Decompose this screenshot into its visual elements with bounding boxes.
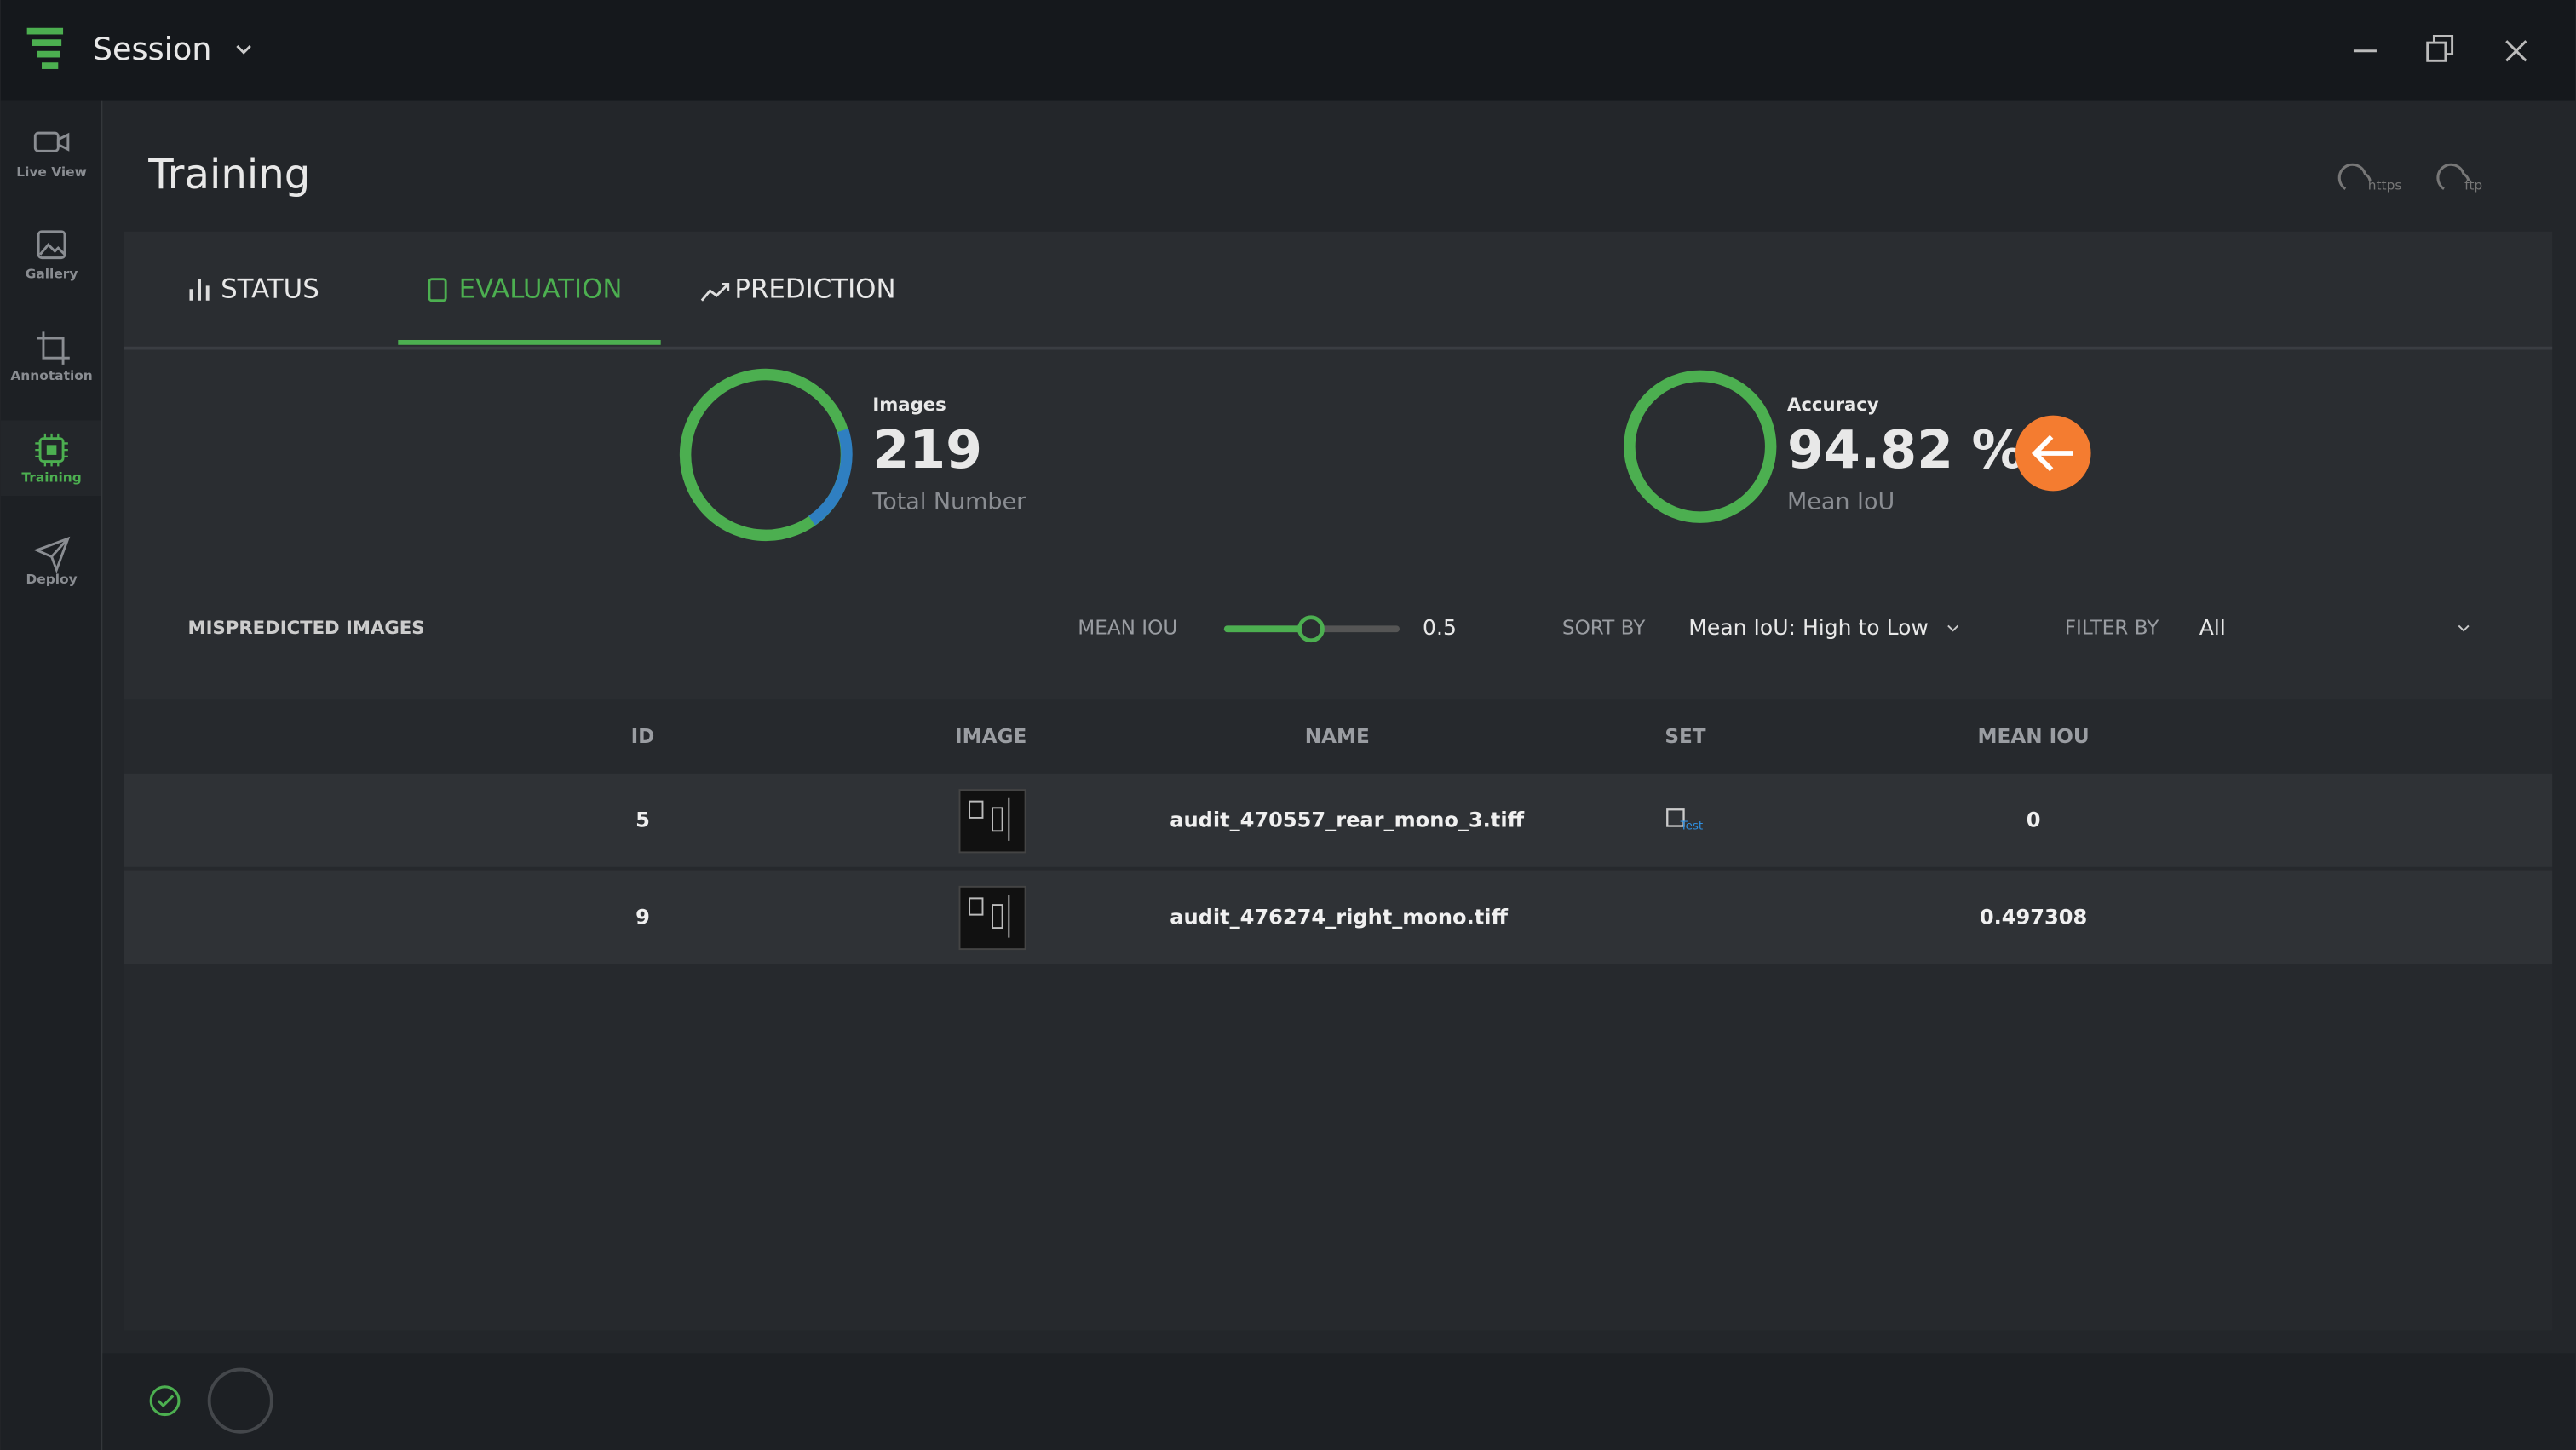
table-header: ID IMAGE NAME SET MEAN IOU <box>631 726 2090 748</box>
stat-caption: Mean IoU <box>1787 488 1895 515</box>
thumbnail-detail <box>969 797 1010 841</box>
table-body: 5 audit_470557_rear_mono_3.tiff Test 0 9 audi… <box>124 773 2553 964</box>
back-button[interactable] <box>2015 415 2091 492</box>
filter-select[interactable]: All <box>2199 615 2470 640</box>
close-button[interactable] <box>2505 40 2527 62</box>
column-header: SET <box>1665 726 1705 748</box>
nav-label: Training <box>21 469 81 485</box>
stat-caption: Total Number <box>871 488 1026 515</box>
accuracy-donut <box>1624 370 1777 523</box>
section-title: MISPREDICTED IMAGES <box>188 617 425 638</box>
upload-label: ftp <box>2464 177 2482 193</box>
slider-value: 0.5 <box>1423 615 1457 640</box>
stat-title: Images <box>872 394 946 415</box>
table-row[interactable]: 5 audit_470557_rear_mono_3.tiff Test 0 <box>124 773 2553 867</box>
nav-gallery[interactable]: Gallery <box>26 230 78 282</box>
logo <box>26 27 64 69</box>
nav-annotation[interactable]: Annotation <box>10 331 93 383</box>
stat-value: 219 <box>872 419 982 480</box>
mean-iou-slider[interactable] <box>1223 615 1400 643</box>
progress-indicator <box>207 1367 273 1434</box>
filter-label: SORT BY <box>1562 618 1646 640</box>
cell-name: audit_476274_right_mono.tiff <box>1170 905 1508 929</box>
cell-id: 9 <box>635 905 650 929</box>
column-header: IMAGE <box>955 726 1026 748</box>
tab-evaluation[interactable]: EVALUATION <box>428 274 623 305</box>
thumbnail-detail <box>969 895 1010 938</box>
nav-training[interactable]: Training <box>21 433 82 486</box>
tab-label: STATUS <box>221 274 319 305</box>
nav-deploy[interactable]: Deploy <box>26 536 78 587</box>
stat-value: 94.82 % <box>1787 419 2024 480</box>
column-header: ID <box>631 726 655 748</box>
stat-title: Accuracy <box>1787 394 1879 415</box>
cell-mean-iou: 0 <box>2027 808 2041 832</box>
row-background <box>124 870 2553 964</box>
filter-label: MEAN IOU <box>1078 618 1177 640</box>
tab-label: PREDICTION <box>734 274 895 305</box>
cell-name: audit_470557_rear_mono_3.tiff <box>1170 808 1524 832</box>
select-value: Mean IoU: High to Low <box>1688 615 1929 640</box>
column-header: NAME <box>1305 726 1370 748</box>
row-background <box>124 773 2553 867</box>
upload-label: https <box>2368 177 2402 193</box>
session-dropdown[interactable] <box>236 44 251 55</box>
cell-mean-iou: 0.497308 <box>1980 905 2087 929</box>
sidebar <box>0 100 101 1450</box>
nav-active-bg <box>0 420 101 497</box>
filter-label: FILTER BY <box>2065 618 2160 640</box>
upload-https[interactable]: https <box>2337 163 2402 193</box>
nav-label: Live View <box>16 164 87 180</box>
page-title: Training <box>147 151 310 199</box>
tab-indicator <box>398 339 661 345</box>
table-row[interactable]: 9 audit_476274_right_mono.tiff 0.497308 <box>124 870 2553 964</box>
tab-label: EVALUATION <box>459 274 623 305</box>
images-donut-segment <box>808 429 853 526</box>
maximize-button[interactable] <box>2426 34 2454 62</box>
status-ok <box>149 1385 181 1417</box>
column-header: MEAN IOU <box>1978 726 2090 748</box>
title-bar <box>0 0 2576 101</box>
cell-set: Test <box>1680 820 1704 833</box>
nav-label: Annotation <box>10 368 92 383</box>
tab-status[interactable]: STATUS <box>189 274 319 305</box>
nav-label: Gallery <box>26 266 78 281</box>
session-title[interactable]: Session <box>93 31 212 67</box>
status-bar <box>102 1353 2576 1450</box>
cell-id: 5 <box>635 808 650 832</box>
sort-select[interactable]: Mean IoU: High to Low <box>1688 615 1959 640</box>
nav-live-view[interactable]: Live View <box>16 131 87 180</box>
set-icon <box>1666 808 1685 827</box>
tab-prediction[interactable]: PREDICTION <box>700 274 896 305</box>
select-value: All <box>2199 615 2226 640</box>
nav-label: Deploy <box>26 572 77 587</box>
upload-ftp[interactable]: ftp <box>2436 163 2482 193</box>
